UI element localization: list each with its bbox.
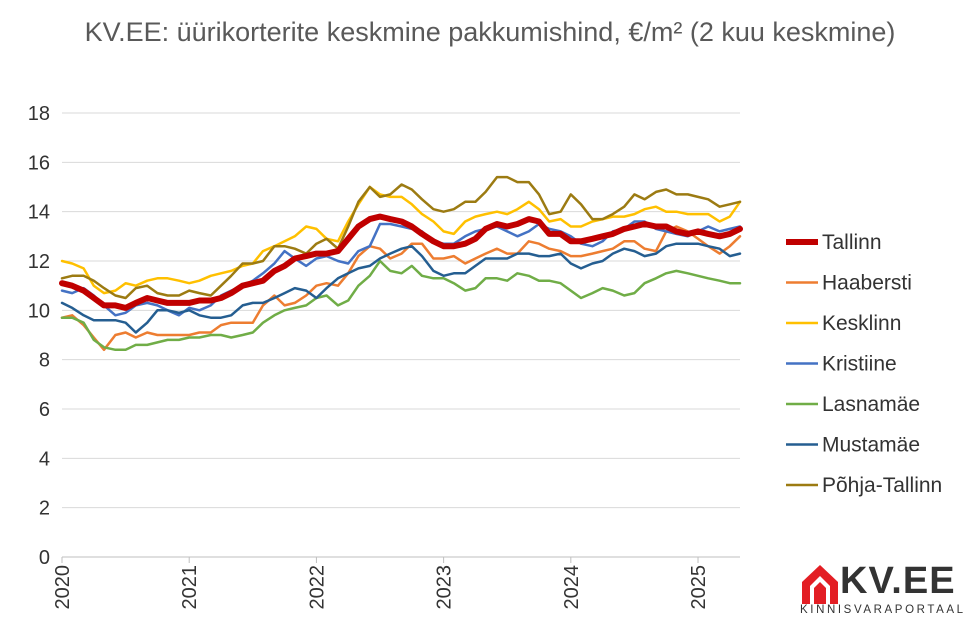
series-line-p-hja-tallinn [60, 175, 742, 300]
x-tick-label: 2025 [688, 565, 710, 610]
y-tick-label: 6 [39, 399, 50, 421]
legend-label: Haabersti [822, 272, 912, 295]
y-tick-label: 10 [28, 300, 50, 322]
y-tick-label: 4 [39, 448, 50, 470]
y-tick-label: 12 [28, 251, 50, 273]
y-tick-label: 18 [28, 103, 50, 125]
series-lines [59, 175, 743, 352]
axes [61, 556, 740, 563]
legend-label: Lasnamäe [822, 393, 920, 416]
legend-label: Mustamäe [822, 434, 920, 457]
grid-lines [62, 112, 740, 509]
x-tick-label: 2021 [179, 565, 201, 610]
legend: Tallinn Haabersti Kesklinn Kristiine Lasnamä… [786, 231, 942, 497]
logo-brand-text: KV.EE [840, 560, 956, 602]
logo-tagline: KINNISVARAPORTAAL [800, 604, 966, 616]
x-tick-labels: 2020 2021 2022 2023 2024 2025 [52, 565, 710, 610]
y-tick-label: 14 [28, 202, 50, 224]
x-tick-label: 2023 [434, 565, 456, 610]
y-tick-label: 2 [39, 498, 50, 520]
y-tick-label: 0 [39, 547, 50, 569]
x-tick-label: 2020 [52, 565, 74, 610]
series-line-lasnam-e [60, 259, 742, 352]
series-line-kesklinn [60, 185, 742, 295]
series-line-tallinn [59, 213, 743, 311]
legend-label: Kesklinn [822, 312, 901, 335]
x-tick-label: 2022 [306, 565, 328, 610]
x-tick-label: 2024 [561, 565, 583, 610]
series-line-haabersti [60, 225, 742, 352]
series-line-mustam-e [60, 242, 742, 334]
y-tick-labels: 0 2 4 6 8 10 12 14 16 18 [28, 103, 50, 569]
legend-label: Kristiine [822, 353, 897, 376]
y-tick-label: 8 [39, 350, 50, 372]
legend-label: Tallinn [822, 231, 882, 254]
kvee-logo: KV.EE KINNISVARAPORTAAL [800, 560, 970, 630]
legend-label: Põhja-Tallinn [822, 474, 942, 497]
house-logo-icon [802, 565, 838, 604]
chart-title: KV.EE: üürikorterite keskmine pakkumishi… [84, 17, 896, 47]
y-tick-label: 16 [28, 152, 50, 174]
